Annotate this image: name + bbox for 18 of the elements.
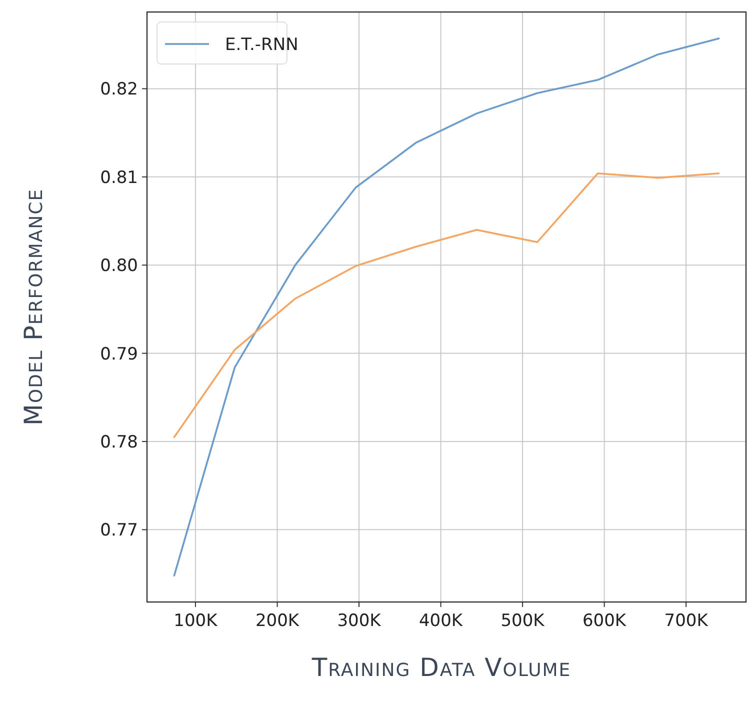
y-tick-label: 0.79 [100,344,138,364]
y-tick-label: 0.77 [100,520,138,541]
y-tick-label: 0.81 [100,168,138,188]
x-tick-label: 700K [664,611,709,631]
legend-label: E.T.-RNN [225,34,298,55]
y-axis-title: Model Performance [19,188,48,426]
x-tick-label: 500K [500,611,546,631]
line-series [173,172,720,438]
x-tick-label: 200K [255,611,300,631]
line-series [173,38,720,576]
x-tick-label: 300K [337,611,382,631]
x-axis-title: Training Data Volume [310,653,572,682]
x-tick-label: 400K [418,611,464,631]
x-tick-label: 600K [582,611,627,631]
y-tick-label: 0.80 [100,256,138,276]
y-tick-label: 0.78 [100,432,138,452]
y-tick-label: 0.82 [100,80,138,100]
x-tick-label: 100K [174,611,218,631]
